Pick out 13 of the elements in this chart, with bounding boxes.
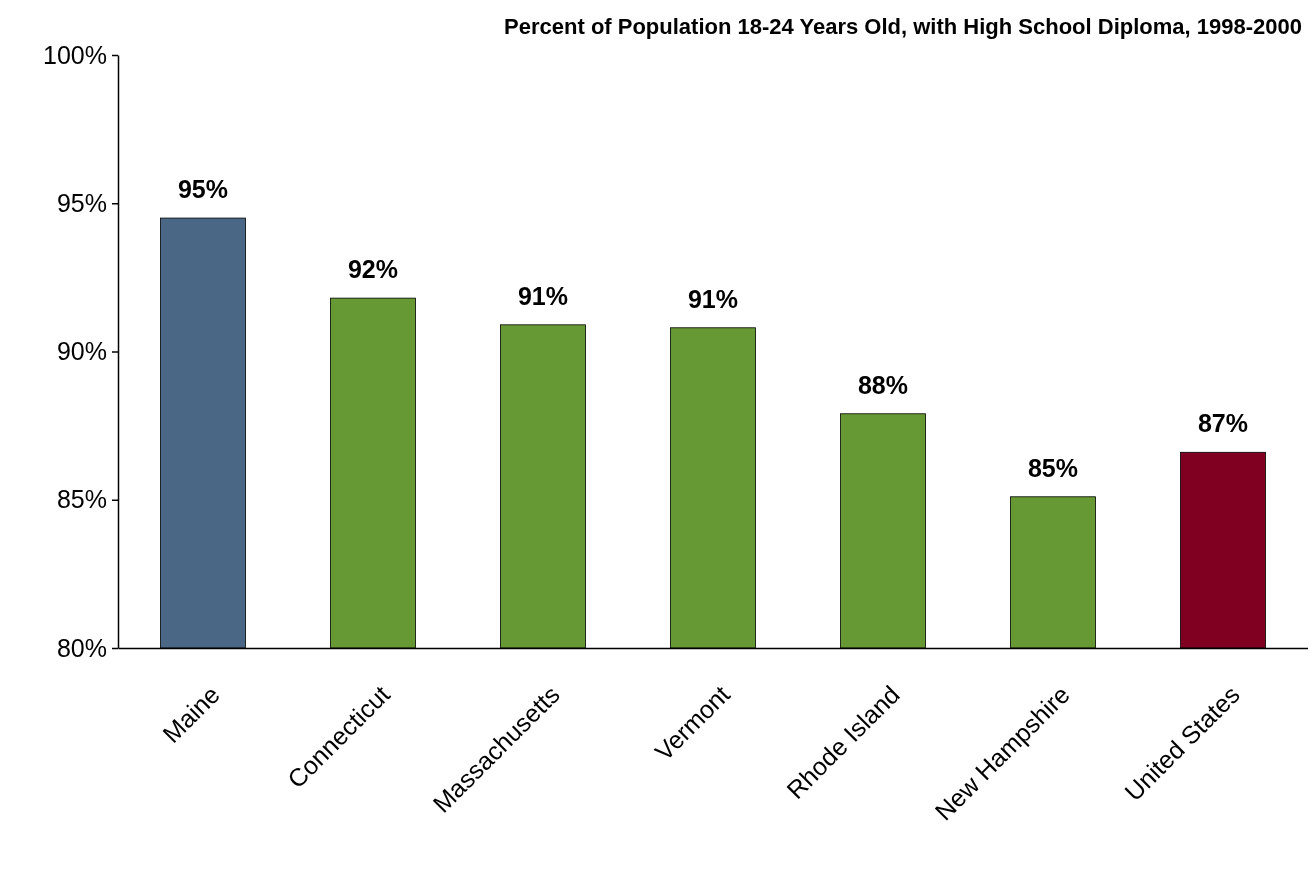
- data-label: 85%: [1027, 453, 1079, 482]
- data-label: 91%: [687, 284, 739, 313]
- data-label: 95%: [177, 175, 229, 204]
- y-tick-label: 80%: [56, 633, 107, 662]
- y-tick-label: 100%: [43, 40, 107, 69]
- data-label: 91%: [517, 281, 569, 310]
- y-tick-label: 85%: [56, 485, 107, 514]
- data-label: 92%: [347, 255, 399, 284]
- data-label: 88%: [857, 370, 909, 399]
- data-label: 87%: [1197, 409, 1249, 438]
- y-tick-label: 95%: [56, 188, 107, 217]
- chart-title: Percent of Population 18-24 Years Old, with High School Diploma, 1998-2000: [504, 14, 1302, 39]
- y-tick-label: 90%: [56, 337, 107, 365]
